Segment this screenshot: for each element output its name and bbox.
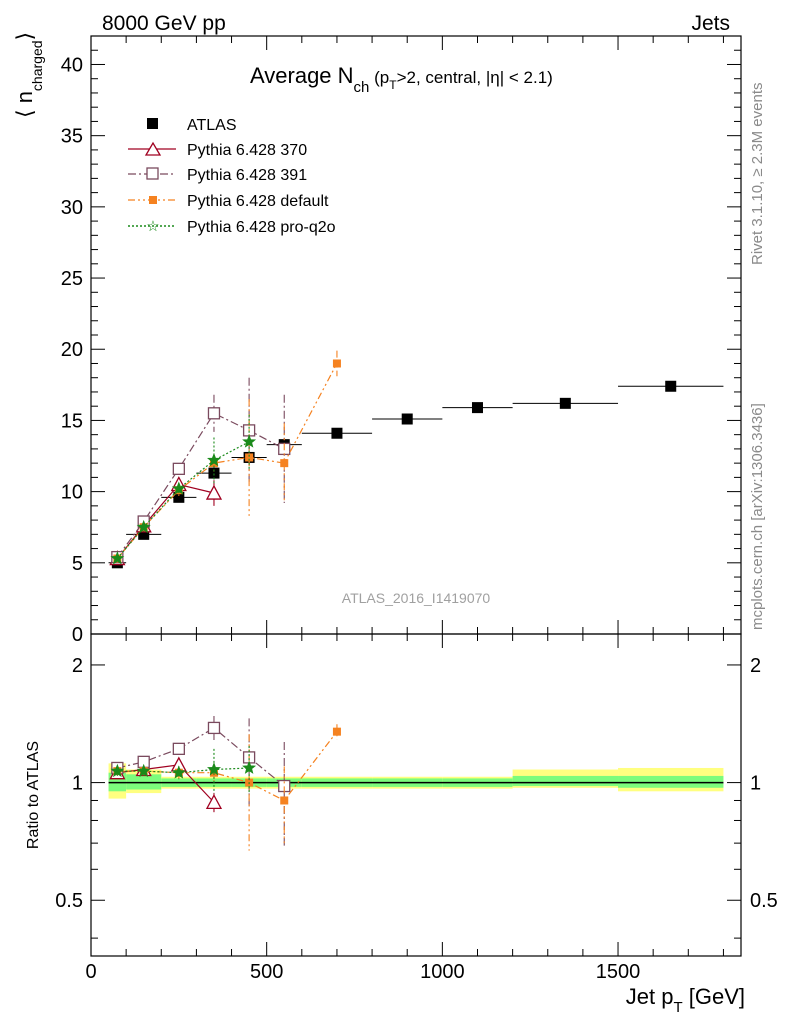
analysis-watermark: ATLAS_2016_I1419070 <box>342 590 491 606</box>
legend-py370-label: Pythia 6.428 370 <box>187 142 307 159</box>
pyproq2o-ratio-point <box>242 760 257 774</box>
py370-ratio-point <box>205 794 223 810</box>
legend-py391-label: Pythia 6.428 391 <box>187 167 307 184</box>
ratio-frame <box>90 633 742 957</box>
series-atlas <box>108 380 724 569</box>
main-ytick-label: 20 <box>61 339 83 361</box>
ratio-xtick-label: 1500 <box>596 961 641 983</box>
ratio-xtick-label: 1000 <box>420 961 465 983</box>
pyproq2o-point <box>110 551 125 565</box>
ratio-series-layer <box>109 716 341 851</box>
py391-ratio-point <box>207 721 221 735</box>
pydefault-line <box>116 363 338 559</box>
ratio-band-inner <box>512 775 619 787</box>
atlas-point <box>559 397 571 409</box>
main-ytick-label: 15 <box>61 410 83 432</box>
legend-atlas-label: ATLAS <box>187 117 237 134</box>
py391-point <box>207 407 221 420</box>
py391-ratio-point <box>172 742 185 755</box>
pydefault-ratio-point <box>209 768 218 777</box>
pyproq2o-point <box>136 519 151 534</box>
ratio-ytick-label-right: 2 <box>750 655 761 677</box>
main-ytick-label: 0 <box>72 624 83 646</box>
ratio-xtick-label: 500 <box>250 961 283 983</box>
pyproq2o-ratio-point <box>171 765 186 779</box>
main-axis-ticks: 0 5 10 15 20 25 30 35 40 <box>61 35 741 646</box>
ratio-ylabel: Ratio to ATLAS <box>25 741 42 849</box>
ratio-uncertainty-bands <box>108 763 724 799</box>
pyproq2o-ratio-point <box>136 763 151 778</box>
main-ytick-label: 10 <box>61 482 83 504</box>
ratio-ytick-label: 1 <box>72 773 83 795</box>
pyproq2o-ratio-point <box>110 763 125 778</box>
ratio-ytick-label: 2 <box>72 655 83 677</box>
py370-line <box>116 483 215 559</box>
pydefault-ratio-point <box>280 796 289 805</box>
x-axis-label: Jet pT [GeV] <box>626 984 745 1016</box>
legend: ATLAS Pythia 6.428 370 Pythia 6.428 391 … <box>128 117 336 236</box>
main-ytick-label: 25 <box>61 268 83 290</box>
atlas-point <box>401 413 413 425</box>
py391-point <box>172 462 185 475</box>
pydefault-point <box>245 453 254 462</box>
ratio-series-pyproq2o <box>110 746 257 794</box>
py370-point <box>205 484 223 500</box>
ratio-xtick-label: 0 <box>85 961 96 983</box>
legend-pydefault-label: Pythia 6.428 default <box>187 193 329 210</box>
main-ylabel: ⟨ ncharged⟩ <box>12 32 45 118</box>
legend-pyproq2o-label: Pythia 6.428 pro-q2o <box>187 219 336 236</box>
pydefault-point <box>332 359 341 368</box>
main-ytick-label: 35 <box>61 126 83 148</box>
legend-pydefault-marker <box>149 196 157 204</box>
legend-atlas-marker <box>147 118 158 129</box>
main-title: Average Nch (pT>2, central, |η| < 2.1) <box>250 63 553 96</box>
legend-py370-marker <box>144 141 162 156</box>
main-ytick-label: 40 <box>61 54 83 76</box>
ratio-panel: 0 500 1000 1500 0.5 0.5 1 1 2 2 Ratio to ATLAS Je… <box>25 633 778 1016</box>
series-pydefault <box>113 350 341 563</box>
ratio-axis-ticks: 0 500 1000 1500 0.5 0.5 1 1 2 2 <box>55 634 778 983</box>
series-pyproq2o <box>110 414 257 565</box>
main-series-layer <box>108 350 724 569</box>
atlas-point <box>471 402 483 414</box>
mcplots-label: mcplots.cern.ch [arXiv:1306.3436] <box>749 403 766 630</box>
rivet-version-label: Rivet 3.1.10, ≥ 2.3M events <box>749 83 766 266</box>
series-py370 <box>109 476 223 566</box>
main-ytick-label: 5 <box>72 553 83 575</box>
pydefault-ratio-point <box>332 727 341 736</box>
pyproq2o-point <box>171 481 186 495</box>
atlas-point <box>208 467 220 479</box>
ratio-ytick-label: 0.5 <box>55 890 83 912</box>
pydefault-point <box>280 459 289 468</box>
atlas-point <box>173 491 185 503</box>
atlas-point <box>138 528 150 540</box>
legend-py391-marker <box>146 167 159 180</box>
pyproq2o-point <box>242 434 257 448</box>
ratio-ytick-label-right: 0.5 <box>750 890 778 912</box>
main-panel: 0 5 10 15 20 25 30 35 40 Average Nch (pT>2, cent… <box>12 32 742 646</box>
atlas-point <box>331 427 343 439</box>
header-left: 8000 GeV pp <box>102 12 226 35</box>
pyproq2o-ratio-point <box>207 762 222 776</box>
atlas-point <box>665 380 677 392</box>
legend-pyproq2o-marker: ☆ <box>146 218 159 235</box>
main-ytick-label: 30 <box>61 197 83 219</box>
ratio-ytick-label-right: 1 <box>750 773 761 795</box>
pyproq2o-point <box>207 452 221 467</box>
header-right: Jets <box>691 12 730 35</box>
